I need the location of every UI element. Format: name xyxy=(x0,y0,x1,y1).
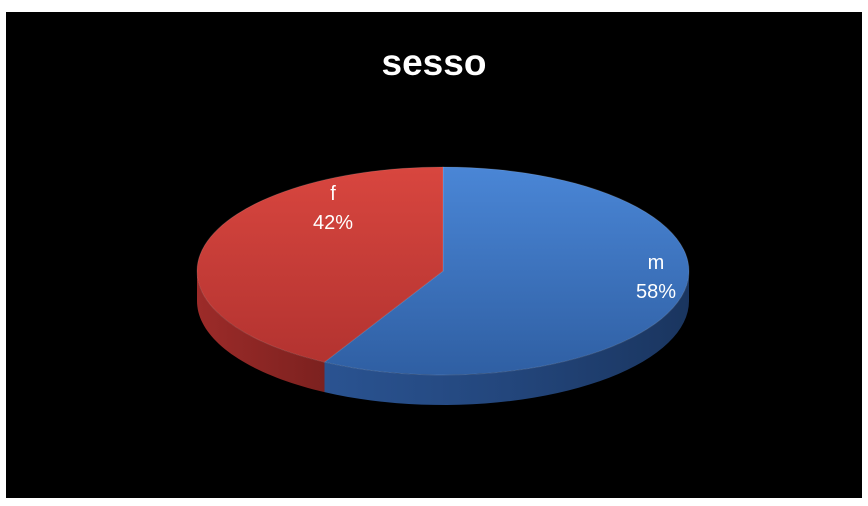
pie-chart: m 58% f 42% xyxy=(196,166,690,405)
pie-side-f xyxy=(197,271,325,393)
data-label-value-m: 58% xyxy=(636,281,676,303)
chart-title: sesso xyxy=(381,42,487,83)
pie-sides xyxy=(197,271,689,405)
pie-slice-f xyxy=(196,166,444,363)
data-label-name-f: f xyxy=(330,183,336,205)
pie-tops xyxy=(196,166,690,376)
data-label-value-f: 42% xyxy=(313,212,353,234)
data-label-name-m: m xyxy=(648,252,665,274)
pie-labels: m 58% f 42% xyxy=(313,183,676,303)
chart-area: m 58% f 42% sesso xyxy=(6,12,862,498)
pie-slice-m xyxy=(323,166,690,376)
pie-side-m xyxy=(324,271,689,405)
